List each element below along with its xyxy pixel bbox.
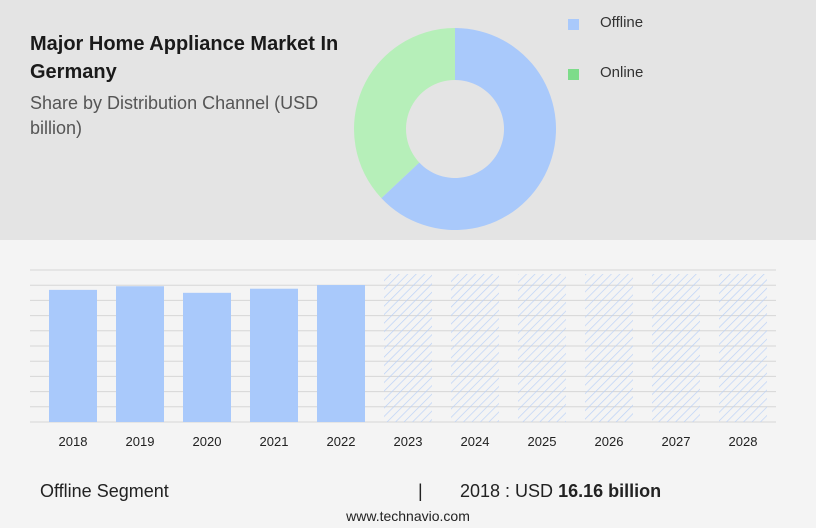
bar-2021 xyxy=(250,288,298,422)
footer-separator: | xyxy=(418,481,423,501)
footer-value-bold: 16.16 billion xyxy=(558,481,662,501)
x-tick-label: 2024 xyxy=(461,434,490,449)
x-tick-label: 2023 xyxy=(394,434,423,449)
donut-slice-offline xyxy=(381,28,556,230)
x-tick-label: 2026 xyxy=(595,434,624,449)
footer-segment-label: Offline Segment xyxy=(40,481,169,501)
x-tick-label: 2028 xyxy=(729,434,758,449)
bar-2020 xyxy=(183,292,231,422)
x-tick-label: 2021 xyxy=(260,434,289,449)
legend-swatch xyxy=(568,19,579,30)
bar-2022 xyxy=(317,285,365,422)
distribution-donut-chart xyxy=(354,28,556,230)
market-bar-chart: 2018 2019 2020 2021 2022 2023 2024 2025 2026 2027… xyxy=(30,269,776,449)
bar-2027-forecast xyxy=(652,274,700,422)
bar-2026-forecast xyxy=(585,274,633,422)
footer-value: 2018 : USD 16.16 billion xyxy=(460,481,661,502)
x-tick-label: 2019 xyxy=(126,434,155,449)
footer-value-prefix: 2018 : USD xyxy=(460,481,559,501)
bar-2025-forecast xyxy=(518,274,566,422)
x-tick-label: 2020 xyxy=(193,434,222,449)
bar-2024-forecast xyxy=(451,274,499,422)
legend-swatch xyxy=(568,69,579,80)
bar-2019 xyxy=(116,286,164,422)
bar-2018 xyxy=(49,289,97,422)
x-tick-label: 2027 xyxy=(662,434,691,449)
donut-slice-online xyxy=(354,28,455,199)
chart-title: Major Home Appliance Market In Germany xyxy=(30,33,339,83)
website-link[interactable]: www.technavio.com xyxy=(346,508,470,524)
legend-label: Offline xyxy=(600,14,644,31)
x-tick-label: 2018 xyxy=(59,434,88,449)
x-tick-label: 2025 xyxy=(528,434,557,449)
x-tick-label: 2022 xyxy=(327,434,356,449)
bar-2028-forecast xyxy=(719,274,767,422)
legend-label: Online xyxy=(600,64,644,81)
bar-2023-forecast xyxy=(384,274,432,422)
chart-subtitle: Share by Distribution Channel (USD billi… xyxy=(30,93,319,138)
